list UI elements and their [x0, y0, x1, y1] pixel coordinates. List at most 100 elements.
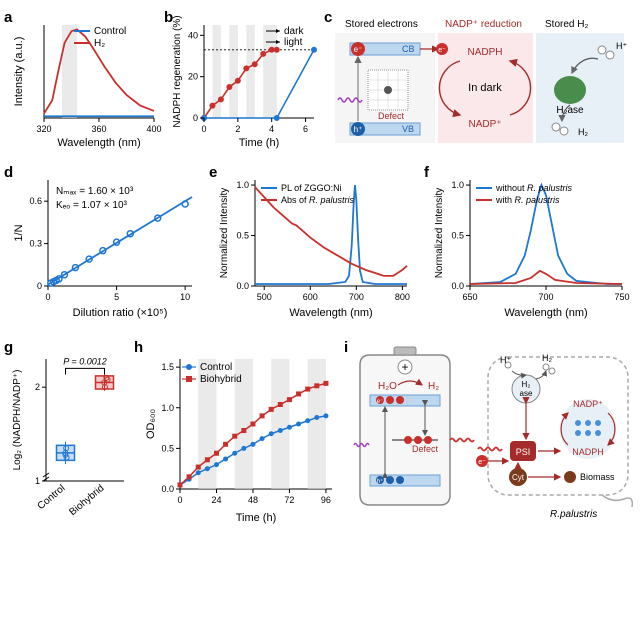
svg-text:H₂: H₂ [428, 381, 439, 392]
svg-text:Time (h): Time (h) [239, 137, 280, 149]
svg-text:H₂: H₂ [542, 353, 552, 363]
panel-label-a: a [4, 9, 12, 26]
svg-text:VB: VB [402, 124, 414, 134]
panel-a: a 320360400Intensity (a.u.)Wavelength (n… [10, 15, 160, 150]
svg-text:0.0: 0.0 [236, 281, 249, 291]
svg-text:NADP⁺: NADP⁺ [573, 399, 603, 409]
svg-text:R.palustris: R.palustris [550, 509, 597, 520]
svg-text:0.5: 0.5 [236, 231, 249, 241]
svg-text:Dilution ratio (×10⁵): Dilution ratio (×10⁵) [73, 307, 168, 319]
panel-label-b: b [164, 9, 173, 26]
chart-h: 0244872960.00.51.01.5OD₆₀₀Time (h)Contro… [140, 345, 340, 525]
panel-label-h: h [134, 339, 143, 356]
svg-text:H₂O: H₂O [378, 381, 397, 392]
svg-text:6: 6 [303, 124, 308, 134]
svg-text:0: 0 [37, 281, 42, 291]
svg-text:Wavelength (nm): Wavelength (nm) [57, 137, 140, 149]
svg-text:96: 96 [321, 495, 331, 505]
svg-text:400: 400 [146, 124, 161, 134]
svg-text:ase: ase [520, 389, 533, 398]
svg-text:Defect: Defect [378, 111, 405, 121]
svg-text:Normalized Intensity: Normalized Intensity [219, 188, 230, 279]
chart-e: 500 600 700 800 0.0 0.5 1.0 Normalized Intensit… [215, 170, 415, 320]
svg-text:h⁺: h⁺ [354, 125, 363, 134]
svg-text:NADPH: NADPH [467, 47, 502, 58]
svg-text:NADPH: NADPH [572, 447, 604, 457]
svg-text:Wavelength (nm): Wavelength (nm) [289, 307, 372, 319]
svg-text:e⁻: e⁻ [377, 399, 384, 405]
svg-text:Biohybrid: Biohybrid [67, 483, 106, 518]
panel-label-c: c [324, 9, 332, 26]
svg-text:Biohybrid: Biohybrid [200, 374, 242, 385]
svg-text:600: 600 [303, 292, 318, 302]
svg-text:72: 72 [284, 495, 294, 505]
svg-text:Log₂ (NADPH/NADP⁺): Log₂ (NADPH/NADP⁺) [12, 370, 23, 471]
svg-text:Time (h): Time (h) [236, 512, 277, 524]
svg-text:24: 24 [211, 495, 221, 505]
svg-text:light: light [284, 37, 303, 48]
panel-i: i +Defecte⁻h⁺H₂OH₂R.palustrise⁻CytPSINAD… [350, 345, 635, 525]
svg-text:4: 4 [269, 124, 274, 134]
panel-h: h 0244872960.00.51.01.5OD₆₀₀Time (h)Cont… [140, 345, 340, 525]
svg-text:650: 650 [462, 292, 477, 302]
svg-text:0.5: 0.5 [451, 231, 464, 241]
chart-b: 024602040NADPH regeneration (%)Time (h)d… [170, 15, 320, 150]
svg-text:P = 0.0012: P = 0.0012 [63, 356, 106, 366]
panel-label-g: g [4, 339, 13, 356]
panel-e: e 5006007008000.00.51.0Normalized Intens… [215, 170, 415, 320]
chart-g: P = 0.001212ControlBiohybridLog₂ (NADPH/… [10, 345, 130, 525]
svg-text:+: + [401, 360, 408, 374]
svg-text:1/N: 1/N [13, 224, 25, 241]
svg-text:1.0: 1.0 [451, 180, 464, 190]
svg-text:Control: Control [94, 26, 126, 37]
svg-text:Stored electrons: Stored electrons [345, 19, 418, 30]
svg-text:Intensity (a.u.): Intensity (a.u.) [13, 37, 25, 107]
svg-text:800: 800 [395, 292, 410, 302]
svg-text:0: 0 [177, 495, 182, 505]
chart-d: 051000.30.61/NDilution ratio (×10⁵)Nₘₐₓ … [10, 170, 200, 320]
svg-text:Normalized Intensity: Normalized Intensity [434, 188, 445, 279]
svg-text:Wavelength (nm): Wavelength (nm) [504, 307, 587, 319]
svg-text:H₂ase: H₂ase [556, 105, 584, 116]
panel-label-f: f [424, 164, 429, 181]
svg-text:H₂: H₂ [578, 127, 588, 137]
svg-text:10: 10 [180, 292, 190, 302]
svg-text:Biomass: Biomass [580, 472, 615, 482]
svg-text:1.0: 1.0 [161, 403, 174, 413]
svg-text:Nₘₐₓ = 1.60 × 10³: Nₘₐₓ = 1.60 × 10³ [56, 186, 134, 197]
svg-text:0: 0 [193, 113, 198, 123]
svg-text:without R. palustris: without R. palustris [495, 183, 573, 193]
svg-text:2: 2 [35, 382, 40, 392]
panel-g: g P = 0.001212ControlBiohybridLog₂ (NADP… [10, 345, 130, 525]
svg-text:500: 500 [257, 292, 272, 302]
svg-text:H₂: H₂ [522, 380, 531, 389]
svg-text:Kₑₒ = 1.07 × 10³: Kₑₒ = 1.07 × 10³ [56, 200, 128, 211]
diagram-c: Stored electronsNADP⁺ reductionStored H₂… [330, 15, 630, 150]
svg-text:40: 40 [188, 30, 198, 40]
svg-text:320: 320 [36, 124, 51, 134]
panel-c: c Stored electronsNADP⁺ reductionStored … [330, 15, 630, 150]
panel-f: f 6507007500.00.51.0Normalized Intensity… [430, 170, 630, 320]
svg-text:PSI: PSI [516, 447, 531, 457]
panel-label-e: e [209, 164, 217, 181]
svg-text:20: 20 [188, 72, 198, 82]
svg-text:H₂: H₂ [94, 38, 105, 49]
svg-text:700: 700 [349, 292, 364, 302]
svg-text:h⁺: h⁺ [377, 478, 384, 485]
svg-text:0.6: 0.6 [29, 196, 42, 206]
svg-text:0: 0 [201, 124, 206, 134]
svg-text:700: 700 [538, 292, 553, 302]
svg-text:H⁺: H⁺ [616, 41, 627, 51]
svg-text:2: 2 [235, 124, 240, 134]
svg-text:1.0: 1.0 [236, 180, 249, 190]
svg-text:1: 1 [35, 476, 40, 486]
svg-text:NADP⁺: NADP⁺ [468, 119, 501, 130]
svg-text:with R. palustris: with R. palustris [495, 195, 560, 205]
svg-text:NADPH regeneration (%): NADPH regeneration (%) [172, 15, 183, 127]
svg-text:48: 48 [248, 495, 258, 505]
svg-text:0.0: 0.0 [161, 484, 174, 494]
svg-text:e⁻: e⁻ [438, 47, 446, 54]
svg-text:e⁻: e⁻ [478, 459, 486, 466]
chart-f: 6507007500.00.51.0Normalized IntensityWa… [430, 170, 630, 320]
svg-text:NADP⁺ reduction: NADP⁺ reduction [445, 19, 522, 30]
